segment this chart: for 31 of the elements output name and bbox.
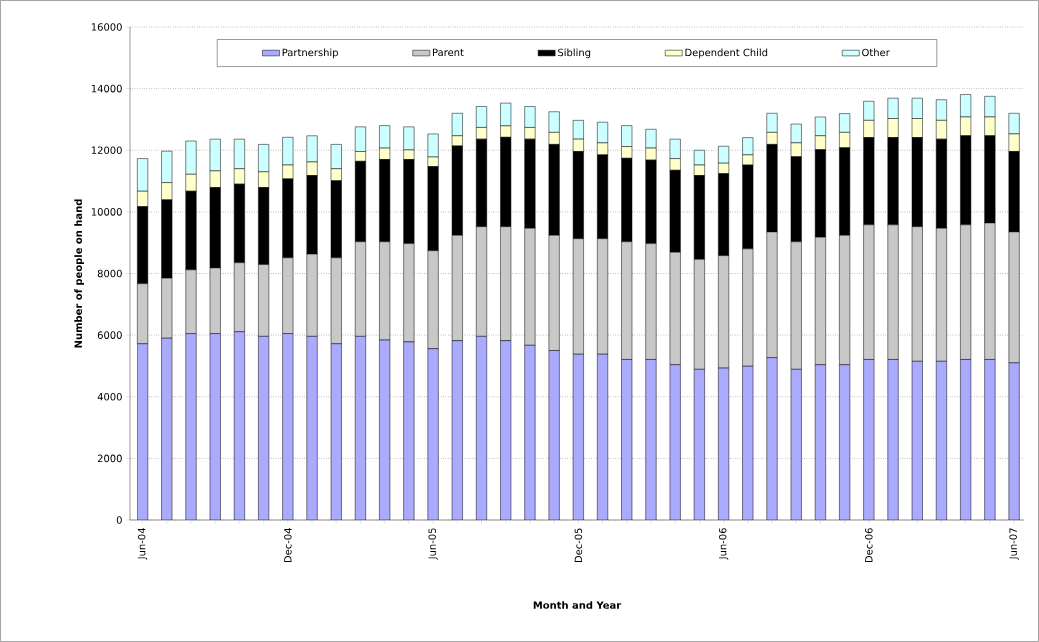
y-tick-label: 6000 [97,331,122,339]
x-axis-title: Month and Year [533,601,622,609]
y-tick-label: 14000 [91,84,122,93]
y-tick-label: 8000 [97,269,122,278]
x-tick-label: Dec-05 [574,528,583,563]
legend-label: Sibling [558,48,591,59]
x-tick-label: Dec-04 [284,528,292,563]
bar [306,336,318,520]
legend-label: Dependent Child [685,48,768,59]
bar [185,333,197,520]
y-tick-label: 0 [116,516,122,524]
legend-label: Parent [432,48,464,57]
y-tick-label: 2000 [97,454,122,463]
legend-label: Other [862,48,890,57]
x-tick-label: Jun-05 [428,528,438,560]
bar [766,357,778,520]
x-tick-label: Dec-06 [865,528,873,563]
bar [645,359,657,520]
bar [1008,362,1020,520]
y-axis-title: Number of people on hand [74,199,84,348]
bar [427,348,439,520]
x-tick-label: Jun-04 [137,528,148,560]
y-tick-label: 12000 [91,146,122,155]
x-tick-label: Jun-07 [1009,528,1019,560]
bar [524,345,536,520]
y-tick-label: 4000 [97,392,122,401]
y-tick-label: 10000 [91,208,122,216]
y-tick-label: 16000 [91,23,122,31]
bar [887,359,899,520]
x-tick-label: Jun-06 [718,528,729,560]
legend-label: Partnership [282,48,338,59]
